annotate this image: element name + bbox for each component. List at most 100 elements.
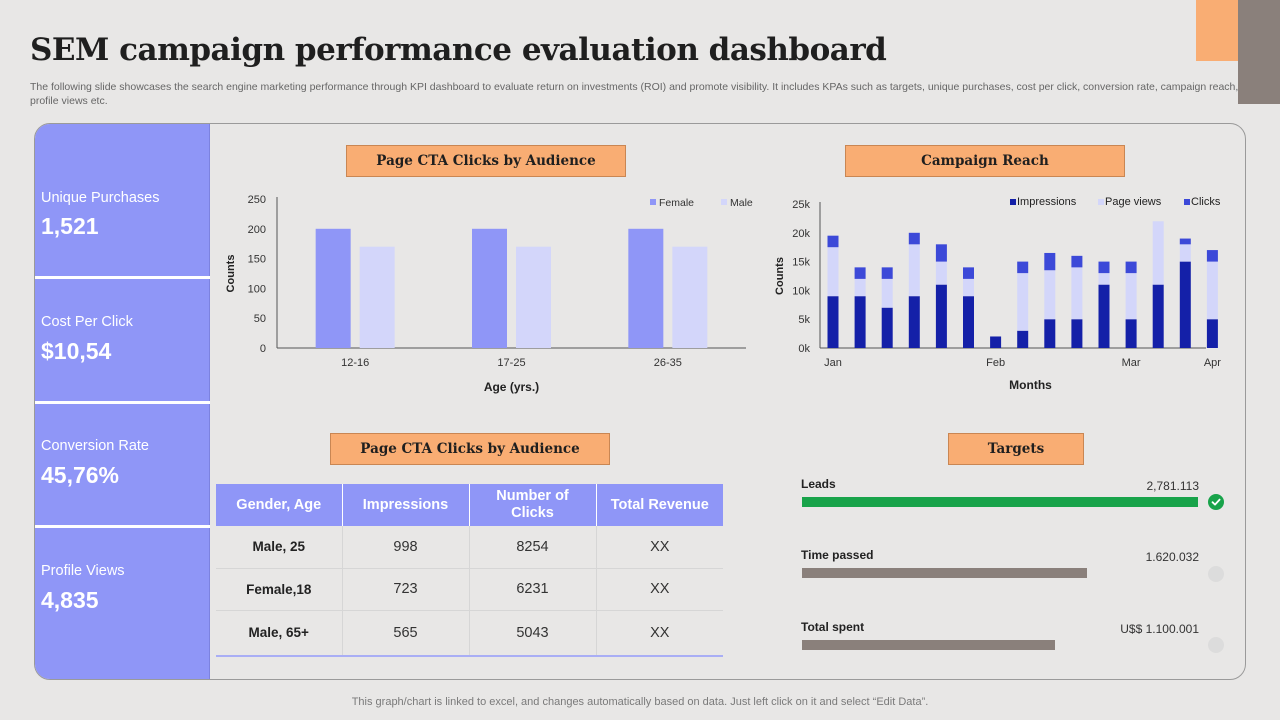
x-tick-label: Feb [986,357,1005,369]
y-tick-label: 150 [248,254,266,266]
bar-segment-page-views [881,278,893,308]
bar-segment-page-views [1098,273,1110,285]
bar-segment-clicks [1071,255,1083,268]
bar-segment-clicks [827,235,839,248]
page-title: SEM campaign performance evaluation dash… [30,32,887,68]
table-row: Female,18 723 6231 XX [216,568,723,611]
kpi-cost-per-click[interactable]: Cost Per Click $10,54 [35,276,210,398]
bar-segment-impressions [1125,319,1137,348]
y-tick-label: 0 [260,343,266,355]
cta-table-header: Page CTA Clicks by Audience [330,433,610,465]
x-tick-label: Apr [1204,357,1221,369]
x-axis-title: Age (yrs.) [484,380,539,394]
bar-segment-clicks [1179,238,1191,245]
campaign-reach-chart[interactable]: 0k 5k 10k 15k 20k 25k Jan Feb Mar Apr Months Counts… [765,184,1225,404]
target-value-time-passed: 1.620.032 [1145,550,1199,564]
bar-segment-clicks [908,232,920,245]
bar-segment-clicks [1098,261,1110,274]
table-cell: 5043 [469,610,597,657]
bar-segment-page-views [1206,261,1218,320]
bar-segment-clicks [963,267,974,279]
bar-segment-impressions [1098,284,1110,348]
kpi-profile-views[interactable]: Profile Views 4,835 [35,525,210,679]
table-cell: Male, 25 [216,526,343,569]
y-tick-label: 25k [792,199,810,211]
y-tick-label: 0k [798,343,810,355]
bar-female [628,228,664,348]
bar-segment-impressions [854,296,866,348]
y-tick-label: 20k [792,228,810,240]
table-cell: 8254 [469,526,597,569]
y-tick-label: 15k [792,257,810,269]
legend-label: Clicks [1191,196,1221,208]
kpi-label: Unique Purchases [41,190,160,206]
cta-clicks-chart[interactable]: 0 50 100 150 200 250 12-16 17-25 26-35 Age (yrs.)… [215,184,775,404]
bar-segment-impressions [1179,261,1191,348]
legend-label: Page views [1105,196,1162,208]
bar-segment-page-views [1017,273,1029,331]
bar-segment-page-views [1179,244,1191,262]
target-value-leads: 2,781.113 [1146,479,1200,493]
dashboard-panel: Unique Purchases 1,521 Cost Per Click $1… [34,123,1246,680]
bar-segment-impressions [990,336,1002,348]
target-value-total-spent: U$$ 1.100.001 [1120,622,1199,636]
table-header-row: Gender, Age Impressions Number of Clicks… [216,484,723,526]
kpi-unique-purchases[interactable]: Unique Purchases 1,521 [35,124,210,246]
target-progress-bar [802,568,1087,578]
campaign-reach-header: Campaign Reach [845,145,1125,177]
table-header: Gender, Age [216,484,343,526]
page-subtitle: The following slide showcases the search… [30,81,1239,107]
cta-chart-header: Page CTA Clicks by Audience [346,145,626,177]
table-header: Number of Clicks [469,484,597,526]
bar-female [315,228,351,348]
bar-segment-clicks [935,244,947,262]
kpi-value: $10,54 [41,338,112,364]
bar-segment-impressions [935,284,947,348]
y-tick-label: 250 [248,194,266,206]
target-progress-bar [802,640,1055,650]
bar-segment-impressions [1017,330,1029,348]
bar-segment-impressions [963,296,974,348]
target-label-time-passed: Time passed [801,548,874,562]
bar-segment-impressions [1044,319,1056,348]
bar-segment-page-views [1071,267,1083,320]
kpi-label: Conversion Rate [41,438,149,454]
table-header: Impressions [342,484,470,526]
table-cell: Female,18 [216,568,343,611]
bar-segment-page-views [935,261,947,285]
bar-segment-impressions [1152,284,1164,348]
x-tick-label: Jan [824,357,842,369]
target-progress-bar [802,497,1198,507]
table-header: Total Revenue [596,484,723,526]
target-label-leads: Leads [801,477,836,491]
y-tick-label: 50 [254,313,266,325]
bar-male [672,246,708,348]
y-tick-label: 200 [248,224,266,236]
status-dot-icon [1208,566,1224,582]
table-cell: 565 [342,610,470,657]
decor-gray-block [1238,0,1280,104]
bar-segment-clicks [1044,252,1056,271]
bar-segment-impressions [1206,319,1218,348]
y-axis-title: Counts [774,257,786,295]
bar-segment-impressions [827,296,839,348]
bar-segment-impressions [881,307,893,348]
legend-label: Impressions [1017,196,1077,208]
y-tick-label: 100 [248,283,266,295]
cta-table: Gender, Age Impressions Number of Clicks… [216,484,723,657]
table-row: Male, 25 998 8254 XX [216,526,723,569]
x-tick-label: 17-25 [497,357,525,369]
kpi-conversion-rate[interactable]: Conversion Rate 45,76% [35,401,210,523]
table-cell: Male, 65+ [216,610,343,657]
table-cell: 998 [342,526,470,569]
bar-segment-page-views [827,247,839,297]
bar-segment-page-views [1125,273,1137,320]
bar-male [359,246,395,348]
decor-orange-block [1196,0,1238,61]
kpi-label: Profile Views [41,563,125,579]
bar-segment-clicks [1017,261,1029,274]
bar-segment-page-views [908,244,920,297]
bar-segment-clicks [1206,250,1218,262]
target-label-total-spent: Total spent [801,620,865,634]
bar-segment-impressions [1071,319,1083,348]
